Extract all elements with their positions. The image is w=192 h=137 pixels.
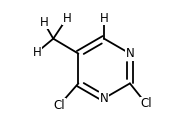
Text: N: N [100, 92, 108, 105]
Text: H: H [100, 12, 108, 25]
Text: H: H [62, 12, 71, 25]
Text: H: H [39, 16, 48, 29]
Text: Cl: Cl [140, 97, 152, 110]
Text: H: H [33, 46, 41, 59]
Text: Cl: Cl [54, 99, 65, 112]
Text: N: N [126, 47, 134, 60]
